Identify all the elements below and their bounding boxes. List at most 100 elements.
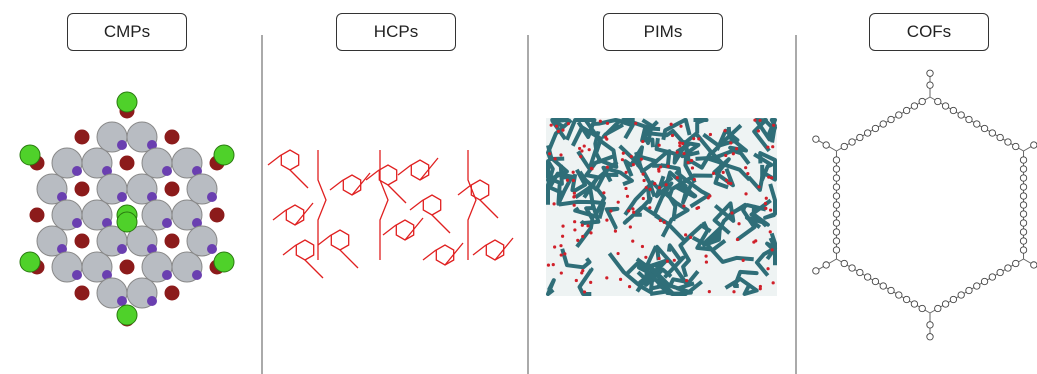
ring xyxy=(1005,265,1011,271)
ring xyxy=(833,193,839,199)
node-atom xyxy=(162,270,172,280)
oxygen-atom xyxy=(560,271,563,274)
ring xyxy=(927,70,933,76)
oxygen-atom xyxy=(632,163,635,166)
ring xyxy=(958,292,964,298)
ring xyxy=(872,125,878,131)
ring xyxy=(911,301,917,307)
node-atom xyxy=(162,166,172,176)
oxygen-atom xyxy=(658,186,661,189)
ring xyxy=(833,211,839,217)
oxygen-atom xyxy=(767,176,770,179)
oxygen-atom xyxy=(642,197,645,200)
oxygen-atom xyxy=(689,236,692,239)
bond xyxy=(290,170,308,188)
oxygen-atom xyxy=(576,239,579,242)
oxygen-atom xyxy=(744,166,747,169)
oxygen-atom xyxy=(723,129,726,132)
bond xyxy=(473,245,486,255)
oxygen-atom xyxy=(580,271,583,274)
node-atom xyxy=(207,244,217,254)
oxygen-atom xyxy=(589,231,592,234)
oxygen-atom xyxy=(676,176,679,179)
oxygen-atom xyxy=(687,161,690,164)
oxygen-atom xyxy=(712,172,715,175)
oxygen-atom xyxy=(708,290,711,293)
oxygen-atom xyxy=(566,179,569,182)
aromatic-ring xyxy=(296,240,313,260)
ring xyxy=(919,305,925,311)
ring xyxy=(841,260,847,266)
aromatic-ring xyxy=(286,205,303,225)
oxygen-atom xyxy=(759,287,762,290)
bond xyxy=(410,200,423,210)
oxygen-atom xyxy=(692,137,695,140)
crosslink xyxy=(380,150,388,260)
oxygen-atom xyxy=(567,122,570,125)
ring xyxy=(927,322,933,328)
oxygen-atom xyxy=(667,165,670,168)
oxygen-atom xyxy=(627,209,630,212)
ring xyxy=(1020,175,1026,181)
oxygen-atom xyxy=(560,253,563,256)
node-atom xyxy=(72,218,82,228)
aromatic-ring xyxy=(436,245,453,265)
oxygen-atom xyxy=(622,152,625,155)
oxygen-atom xyxy=(724,154,727,157)
ring xyxy=(896,292,902,298)
cation xyxy=(209,207,225,223)
aromatic-ring xyxy=(379,165,396,185)
oxygen-atom xyxy=(769,209,772,212)
ring xyxy=(1005,139,1011,145)
oxygen-atom xyxy=(573,220,576,223)
oxygen-atom xyxy=(599,120,602,123)
ring xyxy=(888,116,894,122)
panel-label: CMPs xyxy=(67,13,187,51)
oxygen-atom xyxy=(681,142,684,145)
bond xyxy=(480,200,498,218)
aromatic-ring xyxy=(471,180,488,200)
aromatic-ring xyxy=(411,160,428,180)
oxygen-atom xyxy=(645,186,648,189)
oxygen-atom xyxy=(684,233,687,236)
oxygen-atom xyxy=(772,281,775,284)
ring xyxy=(1031,142,1037,148)
oxygen-atom xyxy=(583,144,586,147)
ring xyxy=(981,125,987,131)
oxygen-atom xyxy=(648,188,651,191)
oxygen-atom xyxy=(617,201,620,204)
bond xyxy=(423,250,436,260)
oxygen-atom xyxy=(583,290,586,293)
oxygen-atom xyxy=(550,124,553,127)
ring xyxy=(833,157,839,163)
oxygen-atom xyxy=(772,124,775,127)
oxygen-atom xyxy=(628,285,631,288)
oxygen-atom xyxy=(678,144,681,147)
ring xyxy=(966,287,972,293)
crosslink xyxy=(468,150,476,260)
oxygen-atom xyxy=(705,260,708,263)
diagram: CMPs HCPs PIMs COFs xyxy=(0,0,1037,374)
oxygen-atom xyxy=(691,166,694,169)
ring xyxy=(911,103,917,109)
node-atom xyxy=(117,140,127,150)
cation xyxy=(119,259,135,275)
oxygen-atom xyxy=(640,158,643,161)
oxygen-atom xyxy=(735,147,738,150)
bond xyxy=(383,225,396,235)
oxygen-atom xyxy=(621,158,624,161)
ring xyxy=(950,296,956,302)
oxygen-atom xyxy=(658,144,661,147)
oxygen-atom xyxy=(771,145,774,148)
ring xyxy=(872,278,878,284)
ring xyxy=(1020,220,1026,226)
oxygen-atom xyxy=(632,211,635,214)
oxygen-atom xyxy=(753,119,756,122)
aromatic-ring xyxy=(423,195,440,215)
oxygen-atom xyxy=(663,221,666,224)
oxygen-atom xyxy=(641,245,644,248)
ring xyxy=(903,296,909,302)
node-atom xyxy=(117,296,127,306)
oxygen-atom xyxy=(764,207,767,210)
oxygen-atom xyxy=(757,129,760,132)
